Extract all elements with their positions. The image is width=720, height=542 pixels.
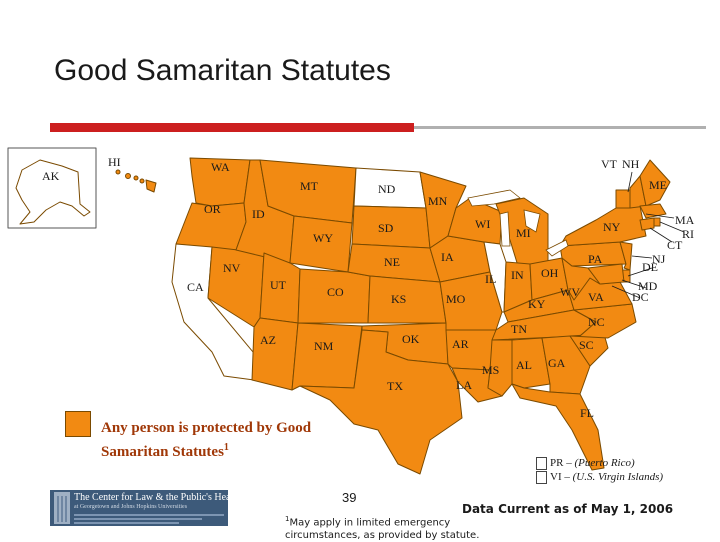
leader-lines [611, 171, 685, 299]
legend-swatch-protected [65, 411, 91, 437]
label-MO: MO [446, 292, 466, 306]
label-CA: CA [187, 280, 204, 294]
data-current-note: Data Current as of May 1, 2006 [462, 502, 674, 516]
state-NC [569, 303, 637, 339]
label-MD: MD [638, 279, 658, 293]
label-NH: NH [622, 157, 640, 171]
label-LA: LA [456, 378, 472, 392]
state-KS [367, 275, 447, 324]
lake-erie [545, 239, 569, 257]
label-IL: IL [485, 272, 496, 286]
label-MI: MI [516, 226, 531, 240]
label-CT: CT [667, 238, 683, 252]
label-ME: ME [649, 178, 667, 192]
label-AK: AK [42, 169, 60, 183]
label-OH: OH [541, 266, 559, 280]
lake-michigan [499, 211, 511, 247]
state-CT [639, 217, 655, 231]
label-GA: GA [548, 356, 566, 370]
label-KS: KS [391, 292, 406, 306]
label-UT: UT [270, 278, 287, 292]
state-VT [615, 189, 631, 209]
territory-PR-swatch [536, 457, 547, 470]
center-logo: The Center for Law & the Public's Health… [50, 490, 228, 526]
label-NJ: NJ [652, 252, 666, 266]
label-VA: VA [588, 290, 604, 304]
label-OR: OR [204, 202, 221, 216]
label-WA: WA [211, 160, 230, 174]
label-KY: KY [528, 297, 546, 311]
label-AL: AL [516, 358, 532, 372]
state-MD [587, 263, 625, 285]
state-NM [291, 322, 363, 391]
page-number: 39 [342, 490, 357, 505]
label-PA: PA [588, 252, 603, 266]
label-OK: OK [402, 332, 420, 346]
state-RI [653, 217, 661, 227]
title-accent-rule [50, 123, 414, 132]
logo-subtitle: at Georgetown and Johns Hopkins Universi… [74, 504, 188, 510]
footnote: 1May apply in limited emergency circumst… [285, 515, 480, 542]
label-MS: MS [482, 363, 499, 377]
logo-pillar-icon [54, 492, 70, 524]
legend-label-protected: Any person is protected by Good Samarita… [101, 420, 312, 460]
label-SD: SD [378, 221, 394, 235]
label-AZ: AZ [260, 333, 276, 347]
state-NJ [619, 241, 633, 271]
lake-superior [467, 189, 521, 207]
label-MA: MA [675, 213, 695, 227]
territory-PR: PR – (Puerto Rico) [536, 457, 635, 470]
label-ID: ID [252, 207, 265, 221]
label-CO: CO [327, 285, 344, 299]
label-MN: MN [428, 194, 448, 208]
label-NE: NE [384, 255, 400, 269]
label-SC: SC [579, 338, 594, 352]
page-title: Good Samaritan Statutes [54, 54, 391, 87]
label-HI: HI [108, 155, 121, 169]
label-IA: IA [441, 250, 454, 264]
label-IN: IN [511, 268, 524, 282]
label-DC: DC [632, 290, 649, 304]
label-WV: WV [560, 285, 580, 299]
state-MA [639, 203, 667, 219]
label-ND: ND [378, 182, 396, 196]
label-NC: NC [588, 315, 605, 329]
label-MT: MT [300, 179, 319, 193]
territory-VI-swatch [536, 471, 547, 484]
label-RI: RI [682, 227, 694, 241]
label-WI: WI [475, 217, 490, 231]
territory-VI: VI – (U.S. Virgin Islands) [536, 471, 663, 484]
label-NY: NY [603, 220, 621, 234]
label-VT: VT [601, 157, 618, 171]
label-TN: TN [511, 322, 527, 336]
title-divider-rule [414, 126, 706, 129]
label-WY: WY [313, 231, 333, 245]
label-DE: DE [642, 260, 658, 274]
state-AK [15, 159, 91, 225]
logo-text-lines [74, 512, 224, 524]
label-FL: FL [580, 406, 594, 420]
logo-title: The Center for Law & the Public's Health [74, 492, 228, 503]
label-AR: AR [452, 337, 469, 351]
state-ME [639, 159, 671, 207]
state-HI [115, 169, 157, 193]
state-FL [511, 383, 605, 471]
label-NV: NV [223, 261, 241, 275]
state-AL [511, 337, 551, 389]
label-NM: NM [314, 339, 334, 353]
state-TX [299, 329, 463, 475]
lake-huron [523, 209, 541, 233]
label-TX: TX [387, 379, 403, 393]
state-AZ [251, 317, 299, 391]
